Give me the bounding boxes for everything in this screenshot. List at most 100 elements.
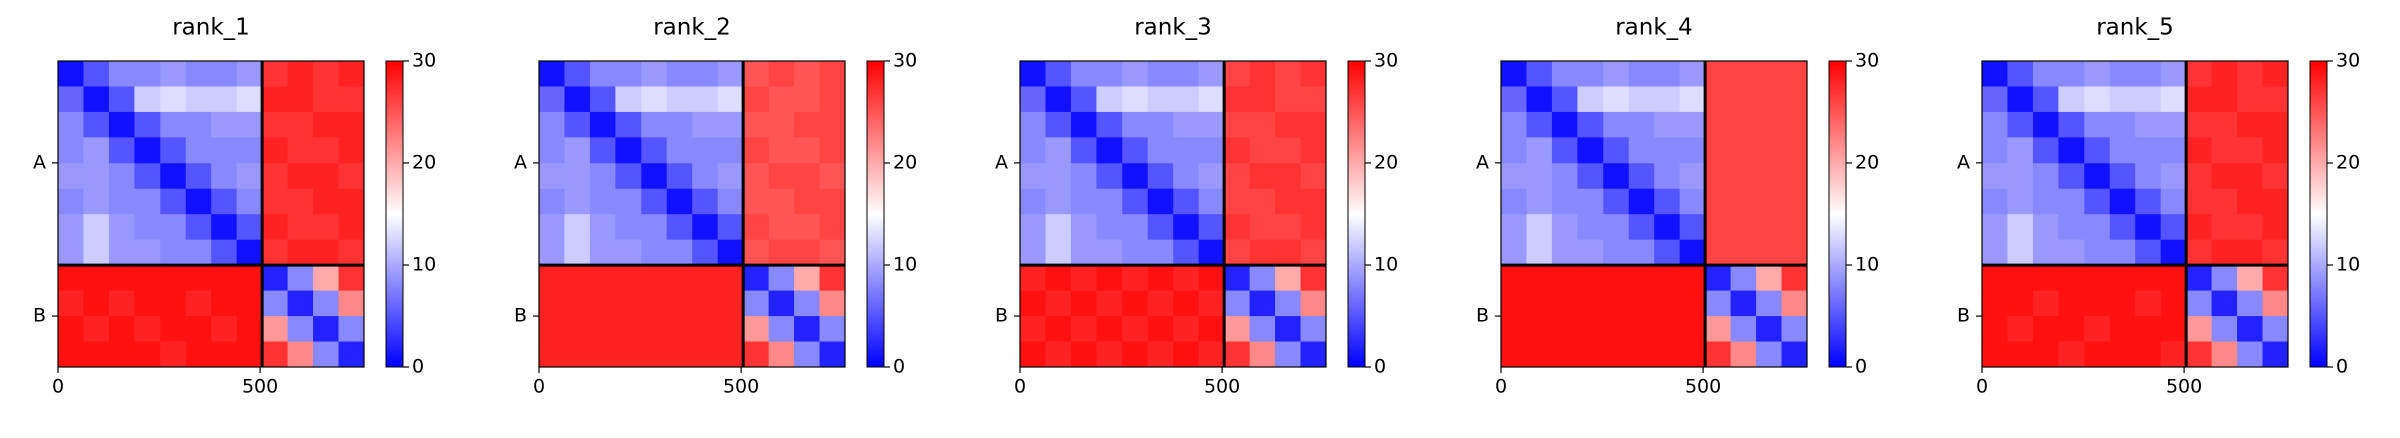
heatmap-cell	[1679, 265, 1706, 292]
heatmap-cell	[1756, 341, 1783, 368]
heatmap-cell	[211, 239, 238, 266]
heatmap-cell	[1551, 214, 1578, 241]
panel-title: rank_2	[653, 15, 731, 41]
heatmap-cell	[1020, 341, 1046, 368]
heatmap-cell	[589, 163, 616, 190]
heatmap-cell	[2135, 290, 2162, 317]
heatmap-cell	[1224, 265, 1251, 292]
heatmap-cell	[717, 61, 744, 87]
heatmap-cell	[1147, 137, 1174, 164]
heatmap-cell	[1705, 111, 1732, 138]
heatmap-cell	[2262, 61, 2289, 87]
plot-frame	[1981, 60, 2289, 368]
heatmap-cell	[2262, 163, 2289, 190]
heatmap-cell	[1679, 316, 1706, 343]
heatmap-cell	[743, 188, 770, 215]
heatmap-cell	[615, 316, 642, 343]
heatmap-cell	[615, 111, 642, 138]
heatmap-cell	[1603, 316, 1630, 343]
heatmap-cell	[564, 86, 591, 113]
heatmap-cell	[1020, 61, 1046, 87]
heatmap-cell	[1122, 163, 1149, 190]
heatmap-cell	[1577, 239, 1604, 266]
heatmap-cell	[1173, 239, 1200, 266]
heatmap-cell	[2007, 265, 2034, 292]
heatmap-cell	[768, 137, 795, 164]
heatmap-cell	[1173, 214, 1200, 241]
heatmap-cell	[2237, 163, 2264, 190]
heatmap-cell	[1705, 61, 1732, 87]
plot-frame	[538, 60, 846, 368]
heatmap-cell	[287, 265, 314, 292]
heatmap-cell	[1249, 188, 1276, 215]
heatmap-cell	[1654, 316, 1681, 343]
heatmap-cell	[1096, 265, 1123, 292]
heatmap-cell	[2186, 163, 2213, 190]
heatmap-cell	[717, 86, 744, 113]
heatmap-cell	[1982, 239, 2008, 266]
heatmap-cell	[539, 86, 565, 113]
heatmap-cell	[1198, 265, 1225, 292]
heatmap-cell	[338, 86, 365, 113]
heatmap-cell	[2058, 239, 2085, 266]
heatmap-cell	[83, 86, 110, 113]
heatmap-cell	[1300, 265, 1327, 292]
heatmap-cell	[743, 290, 770, 317]
heatmap-cell	[1147, 86, 1174, 113]
heatmap-cell	[2262, 290, 2289, 317]
heatmap-cell	[83, 61, 110, 87]
heatmap-cell	[2160, 111, 2187, 138]
colorbar-tick-label: 30	[2336, 50, 2360, 72]
heatmap-cell	[58, 111, 84, 138]
heatmap-cell	[2109, 111, 2136, 138]
heatmap-cell	[58, 163, 84, 190]
heatmap-cell	[819, 61, 846, 87]
heatmap-cell	[1654, 61, 1681, 87]
heatmap-cell	[768, 111, 795, 138]
heatmap-cell	[2007, 86, 2034, 113]
heatmap-cell	[1300, 86, 1327, 113]
heatmap-cell	[743, 239, 770, 266]
heatmap-cell	[539, 316, 565, 343]
heatmap-cell	[1603, 239, 1630, 266]
heatmap-cell	[2007, 111, 2034, 138]
heatmap-cell	[338, 290, 365, 317]
heatmap-cell	[1603, 163, 1630, 190]
heatmap-cell	[160, 61, 187, 87]
heatmap-cell	[313, 214, 340, 241]
heatmap-cell	[287, 111, 314, 138]
heatmap-cell	[1300, 239, 1327, 266]
heatmap-cell	[1577, 214, 1604, 241]
heatmap-cell	[1628, 214, 1655, 241]
heatmap-cell	[236, 265, 263, 292]
heatmap-cell	[211, 86, 238, 113]
heatmap-cell	[2211, 111, 2238, 138]
heatmap-cell	[2211, 290, 2238, 317]
colorbar-tick-label: 30	[1374, 50, 1398, 72]
heatmap-cell	[134, 265, 161, 292]
heatmap-cell	[1198, 341, 1225, 368]
heatmap-cell	[1982, 163, 2008, 190]
heatmap-cell	[1070, 86, 1097, 113]
heatmap-cell	[83, 163, 110, 190]
heatmap-cell	[211, 290, 238, 317]
heatmap-cell	[1224, 163, 1251, 190]
heatmap-cell	[2135, 61, 2162, 87]
heatmap-cell	[1730, 214, 1757, 241]
heatmap-cell	[743, 137, 770, 164]
heatmap-cell	[794, 188, 821, 215]
heatmap-cell	[1147, 239, 1174, 266]
heatmap-cell	[2135, 188, 2162, 215]
heatmap-cell	[1551, 316, 1578, 343]
heatmap-cell	[1603, 61, 1630, 87]
heatmap-cell	[2186, 61, 2213, 87]
heatmap-cell	[287, 137, 314, 164]
heatmap-cell	[262, 86, 289, 113]
heatmap-cell	[83, 290, 110, 317]
heatmap-cell	[2262, 265, 2289, 292]
heatmap-cell	[1300, 111, 1327, 138]
heatmap-cell	[1654, 239, 1681, 266]
heatmap-cell	[2032, 111, 2059, 138]
heatmap-cell	[539, 214, 565, 241]
heatmap-cell	[2237, 290, 2264, 317]
